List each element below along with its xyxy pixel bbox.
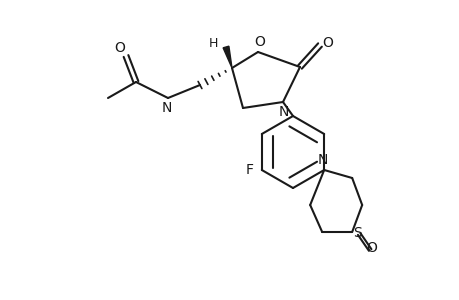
Text: N: N [317,153,328,167]
Text: O: O [114,41,125,55]
Text: O: O [322,36,333,50]
Text: N: N [162,101,172,115]
Text: H: H [208,37,217,50]
Text: N: N [278,105,289,119]
Text: O: O [254,35,265,49]
Polygon shape [223,46,231,68]
Text: O: O [366,241,377,255]
Text: F: F [245,163,253,177]
Text: S: S [352,226,361,240]
